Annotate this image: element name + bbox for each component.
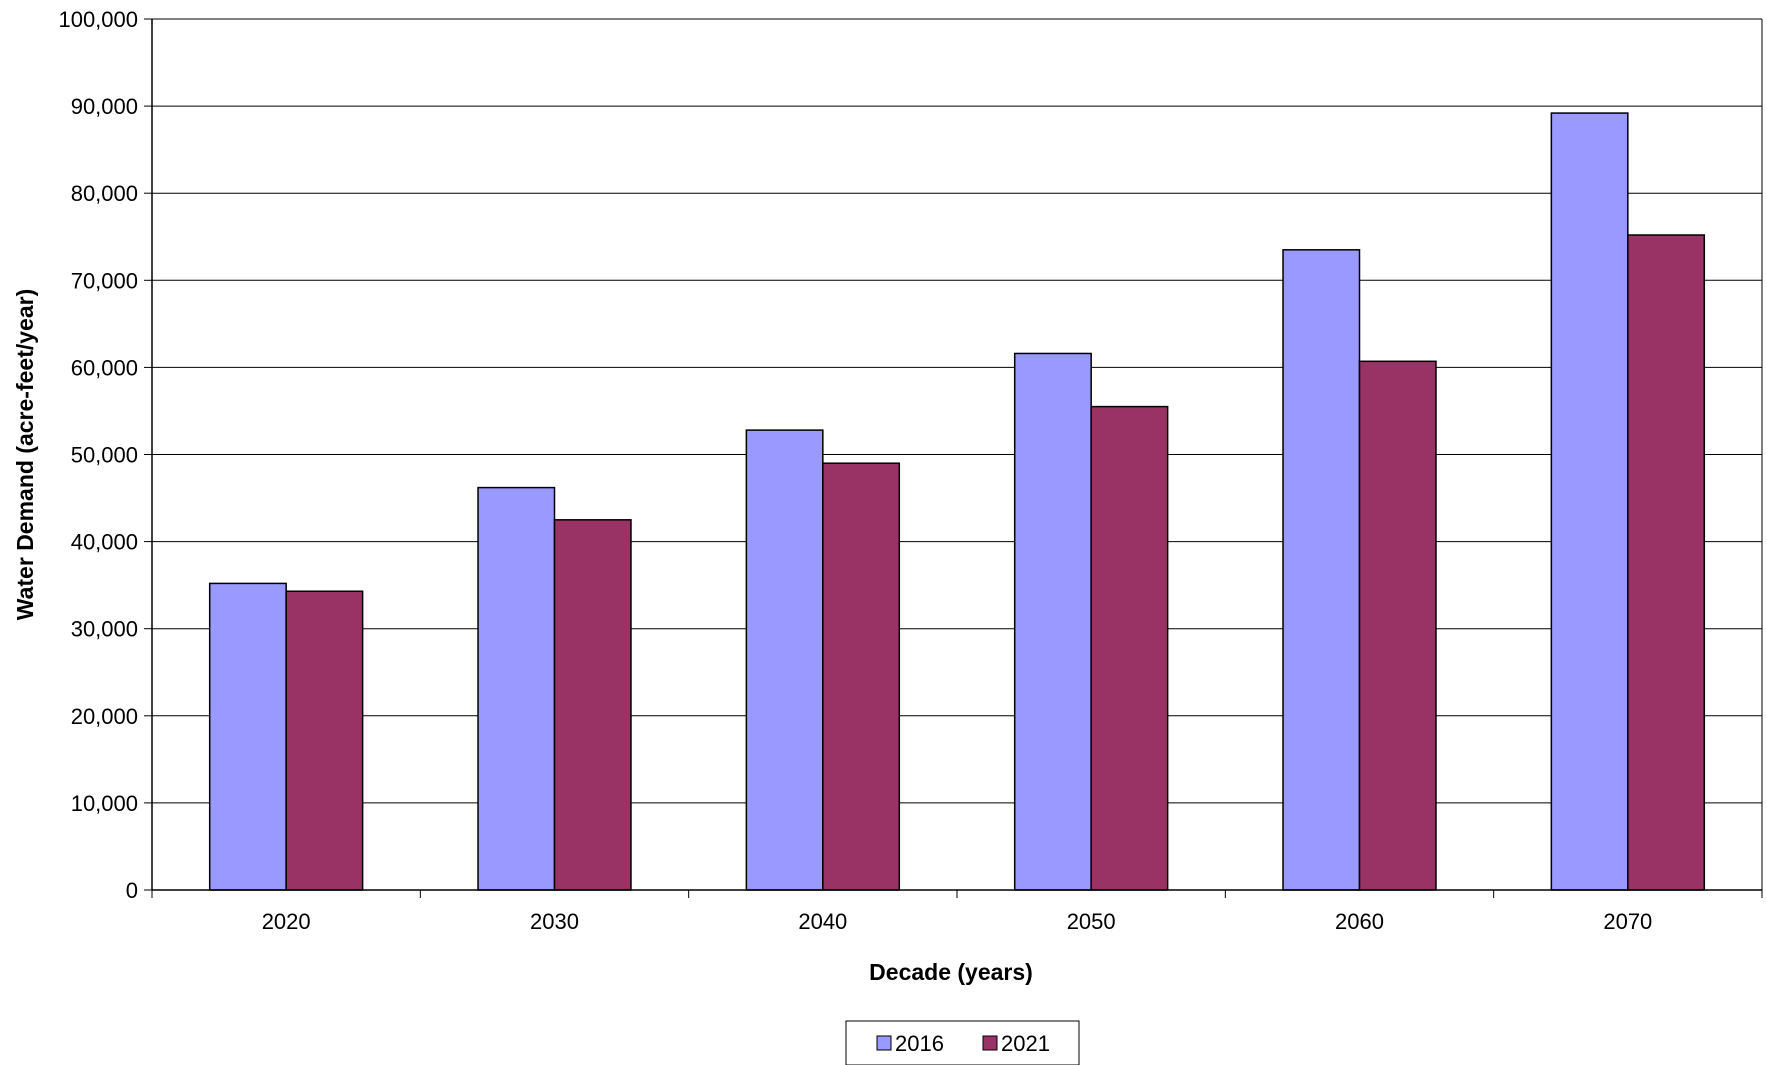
x-tick-label: 2070 xyxy=(1603,909,1652,934)
y-tick-label: 40,000 xyxy=(71,530,138,555)
axes xyxy=(144,18,1763,898)
y-tick-labels: 0 10,000 20,000 30,000 40,000 50,000 60,000 70,… xyxy=(58,7,138,903)
y-tick-label: 20,000 xyxy=(71,704,138,729)
y-tick-label: 50,000 xyxy=(71,443,138,468)
bar-2021-2060 xyxy=(1358,360,1437,891)
bar-2016-2020 xyxy=(208,582,287,891)
legend: 2016 2021 xyxy=(845,1020,1080,1065)
x-tick-label: 2030 xyxy=(530,909,579,934)
x-tick-label: 2020 xyxy=(262,909,311,934)
x-tick-labels: 2020 2030 2040 2050 2060 2070 xyxy=(262,909,1653,934)
legend-label-2021: 2021 xyxy=(1001,1031,1050,1056)
bar-2021-2050 xyxy=(1090,405,1169,891)
legend-swatch-2021 xyxy=(982,1035,998,1051)
bar-2016-2070 xyxy=(1550,112,1629,891)
legend-label-2016: 2016 xyxy=(895,1031,944,1056)
y-tick-label: 100,000 xyxy=(58,7,138,32)
y-tick-label: 60,000 xyxy=(71,355,138,380)
y-tick-label: 0 xyxy=(126,878,138,903)
gridlines xyxy=(152,18,1762,804)
bar-2021-2030 xyxy=(553,519,632,891)
y-axis-title: Water Demand (acre-feet/year) xyxy=(12,289,38,621)
bar-2021-2040 xyxy=(822,462,901,891)
bar-2016-2040 xyxy=(745,429,824,891)
bar-2016-2030 xyxy=(477,486,556,891)
y-tick-label: 10,000 xyxy=(71,791,138,816)
bar-2016-2060 xyxy=(1282,249,1361,891)
y-tick-label: 30,000 xyxy=(71,617,138,642)
x-tick-label: 2040 xyxy=(798,909,847,934)
bar-2016-2050 xyxy=(1013,352,1092,891)
x-tick-label: 2050 xyxy=(1067,909,1116,934)
bar-2021-2070 xyxy=(1627,234,1706,891)
y-tick-label: 90,000 xyxy=(71,94,138,119)
bar-2021-2020 xyxy=(285,590,364,891)
x-axis-title: Decade (years) xyxy=(869,959,1033,985)
y-tick-label: 80,000 xyxy=(71,181,138,206)
y-tick-label: 70,000 xyxy=(71,268,138,293)
bars xyxy=(208,112,1706,891)
legend-swatch-2016 xyxy=(876,1035,892,1051)
x-tick-label: 2060 xyxy=(1335,909,1384,934)
